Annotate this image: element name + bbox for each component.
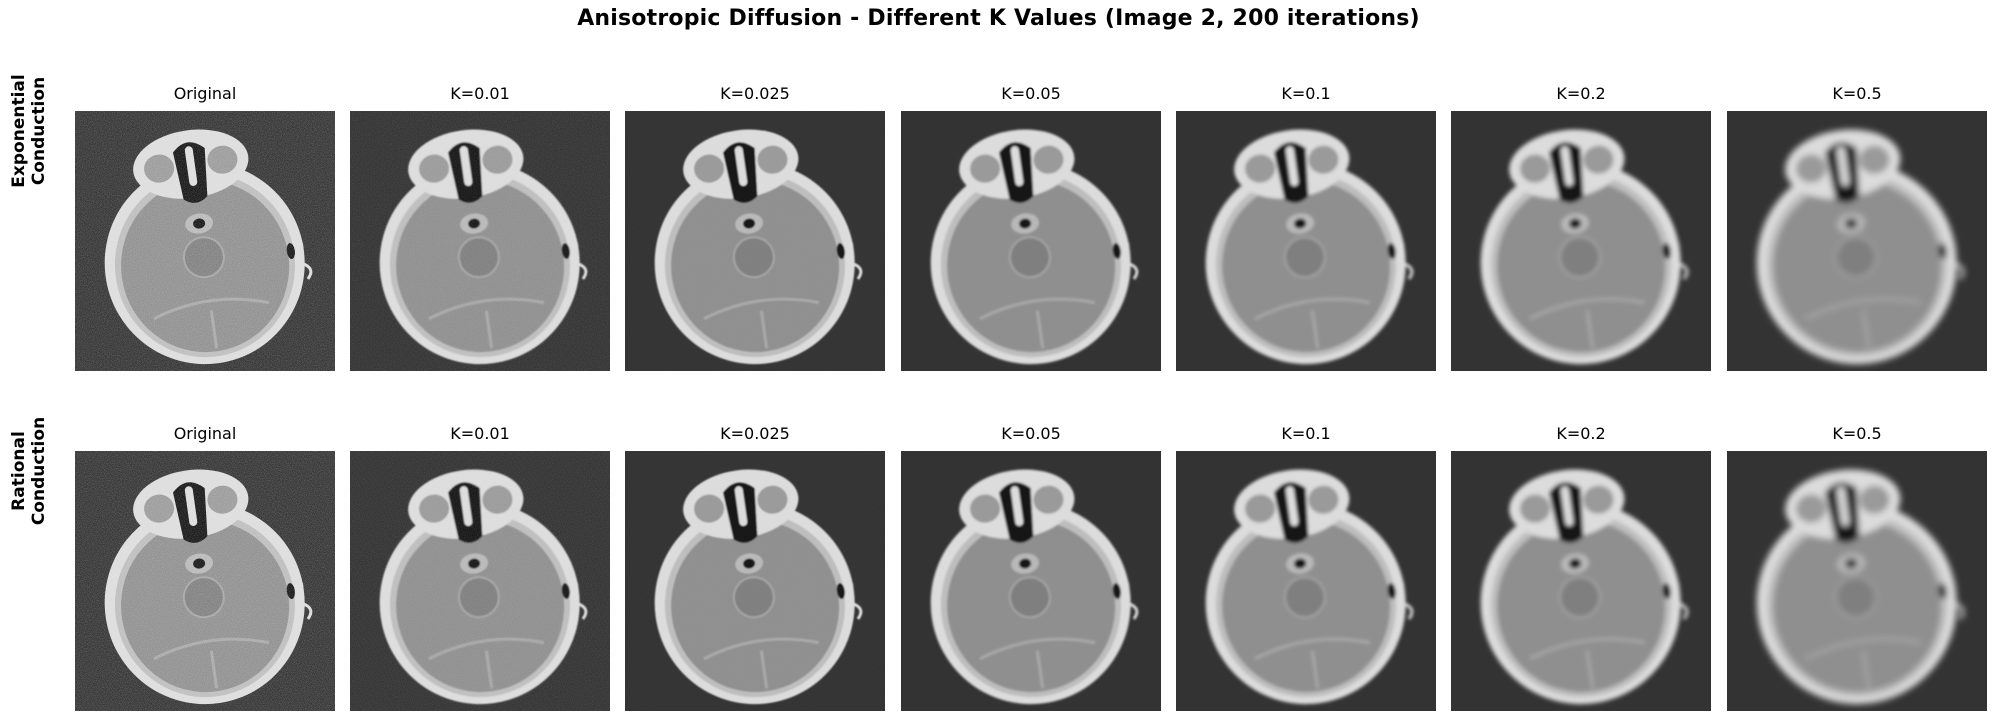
- figure-title: Anisotropic Diffusion - Different K Valu…: [577, 6, 1420, 31]
- ct-brain-scan-image: [901, 111, 1161, 371]
- panel-title: K=0.2: [1556, 84, 1606, 103]
- row-label-exponential: Exponential Conduction: [9, 1, 49, 261]
- panel-rational-k-0-05: K=0.05: [901, 424, 1161, 711]
- row-label-rational: Rational Conduction: [9, 341, 49, 601]
- ct-brain-scan-image: [75, 111, 335, 371]
- panel-exponential-k-0-5: K=0.5: [1727, 84, 1987, 371]
- ct-brain-scan-image: [350, 451, 610, 711]
- panel-title: K=0.1: [1281, 424, 1331, 443]
- panel-exponential-k-0-2: K=0.2: [1451, 84, 1711, 371]
- panel-exponential-original: Original: [75, 84, 335, 371]
- panel-title: K=0.01: [450, 84, 510, 103]
- row-label-exponential-line2: Conduction: [29, 76, 49, 186]
- ct-brain-scan-image: [1176, 111, 1436, 371]
- ct-brain-scan-image: [1451, 111, 1711, 371]
- panel-title: K=0.5: [1832, 424, 1882, 443]
- panel-title: Original: [173, 84, 237, 103]
- ct-brain-scan-image: [75, 451, 335, 711]
- panel-title: Original: [173, 424, 237, 443]
- panel-rational-k-0-5: K=0.5: [1727, 424, 1987, 711]
- panel-rational-k-0-1: K=0.1: [1176, 424, 1436, 711]
- panel-rational-k-0-025: K=0.025: [625, 424, 885, 711]
- panel-rational-k-0-01: K=0.01: [350, 424, 610, 711]
- ct-brain-scan-image: [625, 111, 885, 371]
- ct-brain-scan-image: [1176, 451, 1436, 711]
- panel-exponential-k-0-05: K=0.05: [901, 84, 1161, 371]
- row-label-rational-line2: Conduction: [29, 416, 49, 526]
- panel-title: K=0.2: [1556, 424, 1606, 443]
- panel-title: K=0.01: [450, 424, 510, 443]
- panel-exponential-k-0-1: K=0.1: [1176, 84, 1436, 371]
- row-label-exponential-line1: Exponential: [9, 74, 29, 188]
- row-label-rational-line1: Rational: [9, 431, 29, 511]
- panel-exponential-k-0-01: K=0.01: [350, 84, 610, 371]
- panel-rational-k-0-2: K=0.2: [1451, 424, 1711, 711]
- ct-brain-scan-image: [350, 111, 610, 371]
- ct-brain-scan-image: [625, 451, 885, 711]
- panel-title: K=0.1: [1281, 84, 1331, 103]
- panel-title: K=0.05: [1001, 424, 1061, 443]
- ct-brain-scan-image: [1727, 111, 1987, 371]
- panel-title: K=0.05: [1001, 84, 1061, 103]
- ct-brain-scan-image: [1727, 451, 1987, 711]
- panel-title: K=0.025: [720, 84, 790, 103]
- panel-title: K=0.025: [720, 424, 790, 443]
- panel-rational-original: Original: [75, 424, 335, 711]
- panel-exponential-k-0-025: K=0.025: [625, 84, 885, 371]
- ct-brain-scan-image: [1451, 451, 1711, 711]
- ct-brain-scan-image: [901, 451, 1161, 711]
- panel-title: K=0.5: [1832, 84, 1882, 103]
